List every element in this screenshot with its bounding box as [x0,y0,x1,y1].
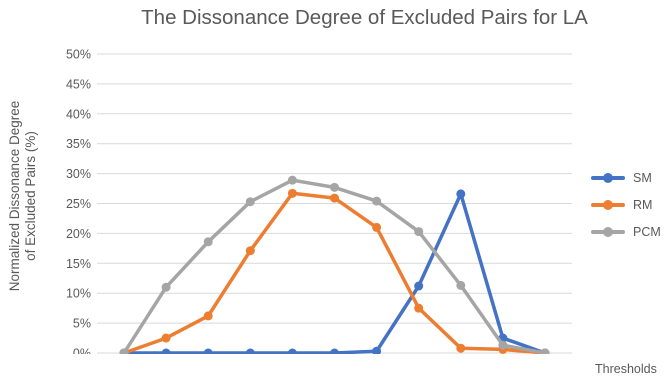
legend-marker-rm [603,199,613,210]
data-point-pcm [287,175,297,185]
y-tick-label: 50% [66,48,91,62]
data-point-pcm [119,348,129,354]
data-point-sm [245,348,255,354]
legend-marker-sm [603,172,613,183]
data-point-pcm [330,182,339,192]
data-point-rm [330,193,339,203]
legend-marker-pcm [603,226,613,237]
data-point-sm [161,348,171,354]
data-point-sm [203,348,213,354]
chart-title: The Dissonance Degree of Excluded Pairs … [141,6,588,29]
legend-swatch-rm [591,198,625,212]
data-point-rm [287,188,297,198]
data-point-pcm [456,280,466,290]
y-tick-label: 5% [73,317,91,331]
y-tick-label: 40% [66,107,91,121]
data-point-sm [330,348,339,354]
legend: SM RM PCM [591,164,661,245]
legend-swatch-pcm [591,225,625,239]
legend-label-pcm: PCM [633,224,661,239]
y-tick-label: 25% [66,197,91,211]
data-point-pcm [414,227,424,237]
y-tick-label: 45% [66,77,91,91]
data-point-rm [161,333,171,343]
plot-area: 0%5%10%15%20%25%30%35%40%45%50%010203040… [66,48,572,355]
data-point-pcm [372,196,382,206]
series-line-sm [122,192,547,354]
data-point-rm [414,303,424,313]
y-tick-label: 0% [73,347,91,355]
data-point-pcm [245,197,255,207]
data-point-rm [245,246,255,256]
legend-item-pcm: PCM [591,218,661,245]
y-tick-label: 20% [66,227,91,241]
data-point-rm [372,222,382,232]
data-point-sm [372,346,382,354]
y-tick-label: 30% [66,167,91,181]
data-point-pcm [540,348,550,354]
legend-label-sm: SM [633,170,652,185]
data-point-pcm [203,237,213,247]
legend-item-sm: SM [591,164,661,191]
legend-swatch-sm [591,171,625,185]
series-line-rm [122,191,547,354]
legend-label-rm: RM [633,197,653,212]
x-axis-label: Thresholds [595,362,657,376]
data-point-pcm [161,282,171,292]
y-tick-label: 35% [66,137,91,151]
data-point-sm [287,348,297,354]
data-point-rm [456,343,466,353]
data-point-sm [414,281,424,291]
y-tick-label: 10% [66,287,91,301]
data-point-pcm [498,340,508,350]
legend-item-rm: RM [591,191,661,218]
data-point-rm [203,311,213,321]
y-tick-label: 15% [66,257,91,271]
data-point-sm [456,189,466,199]
